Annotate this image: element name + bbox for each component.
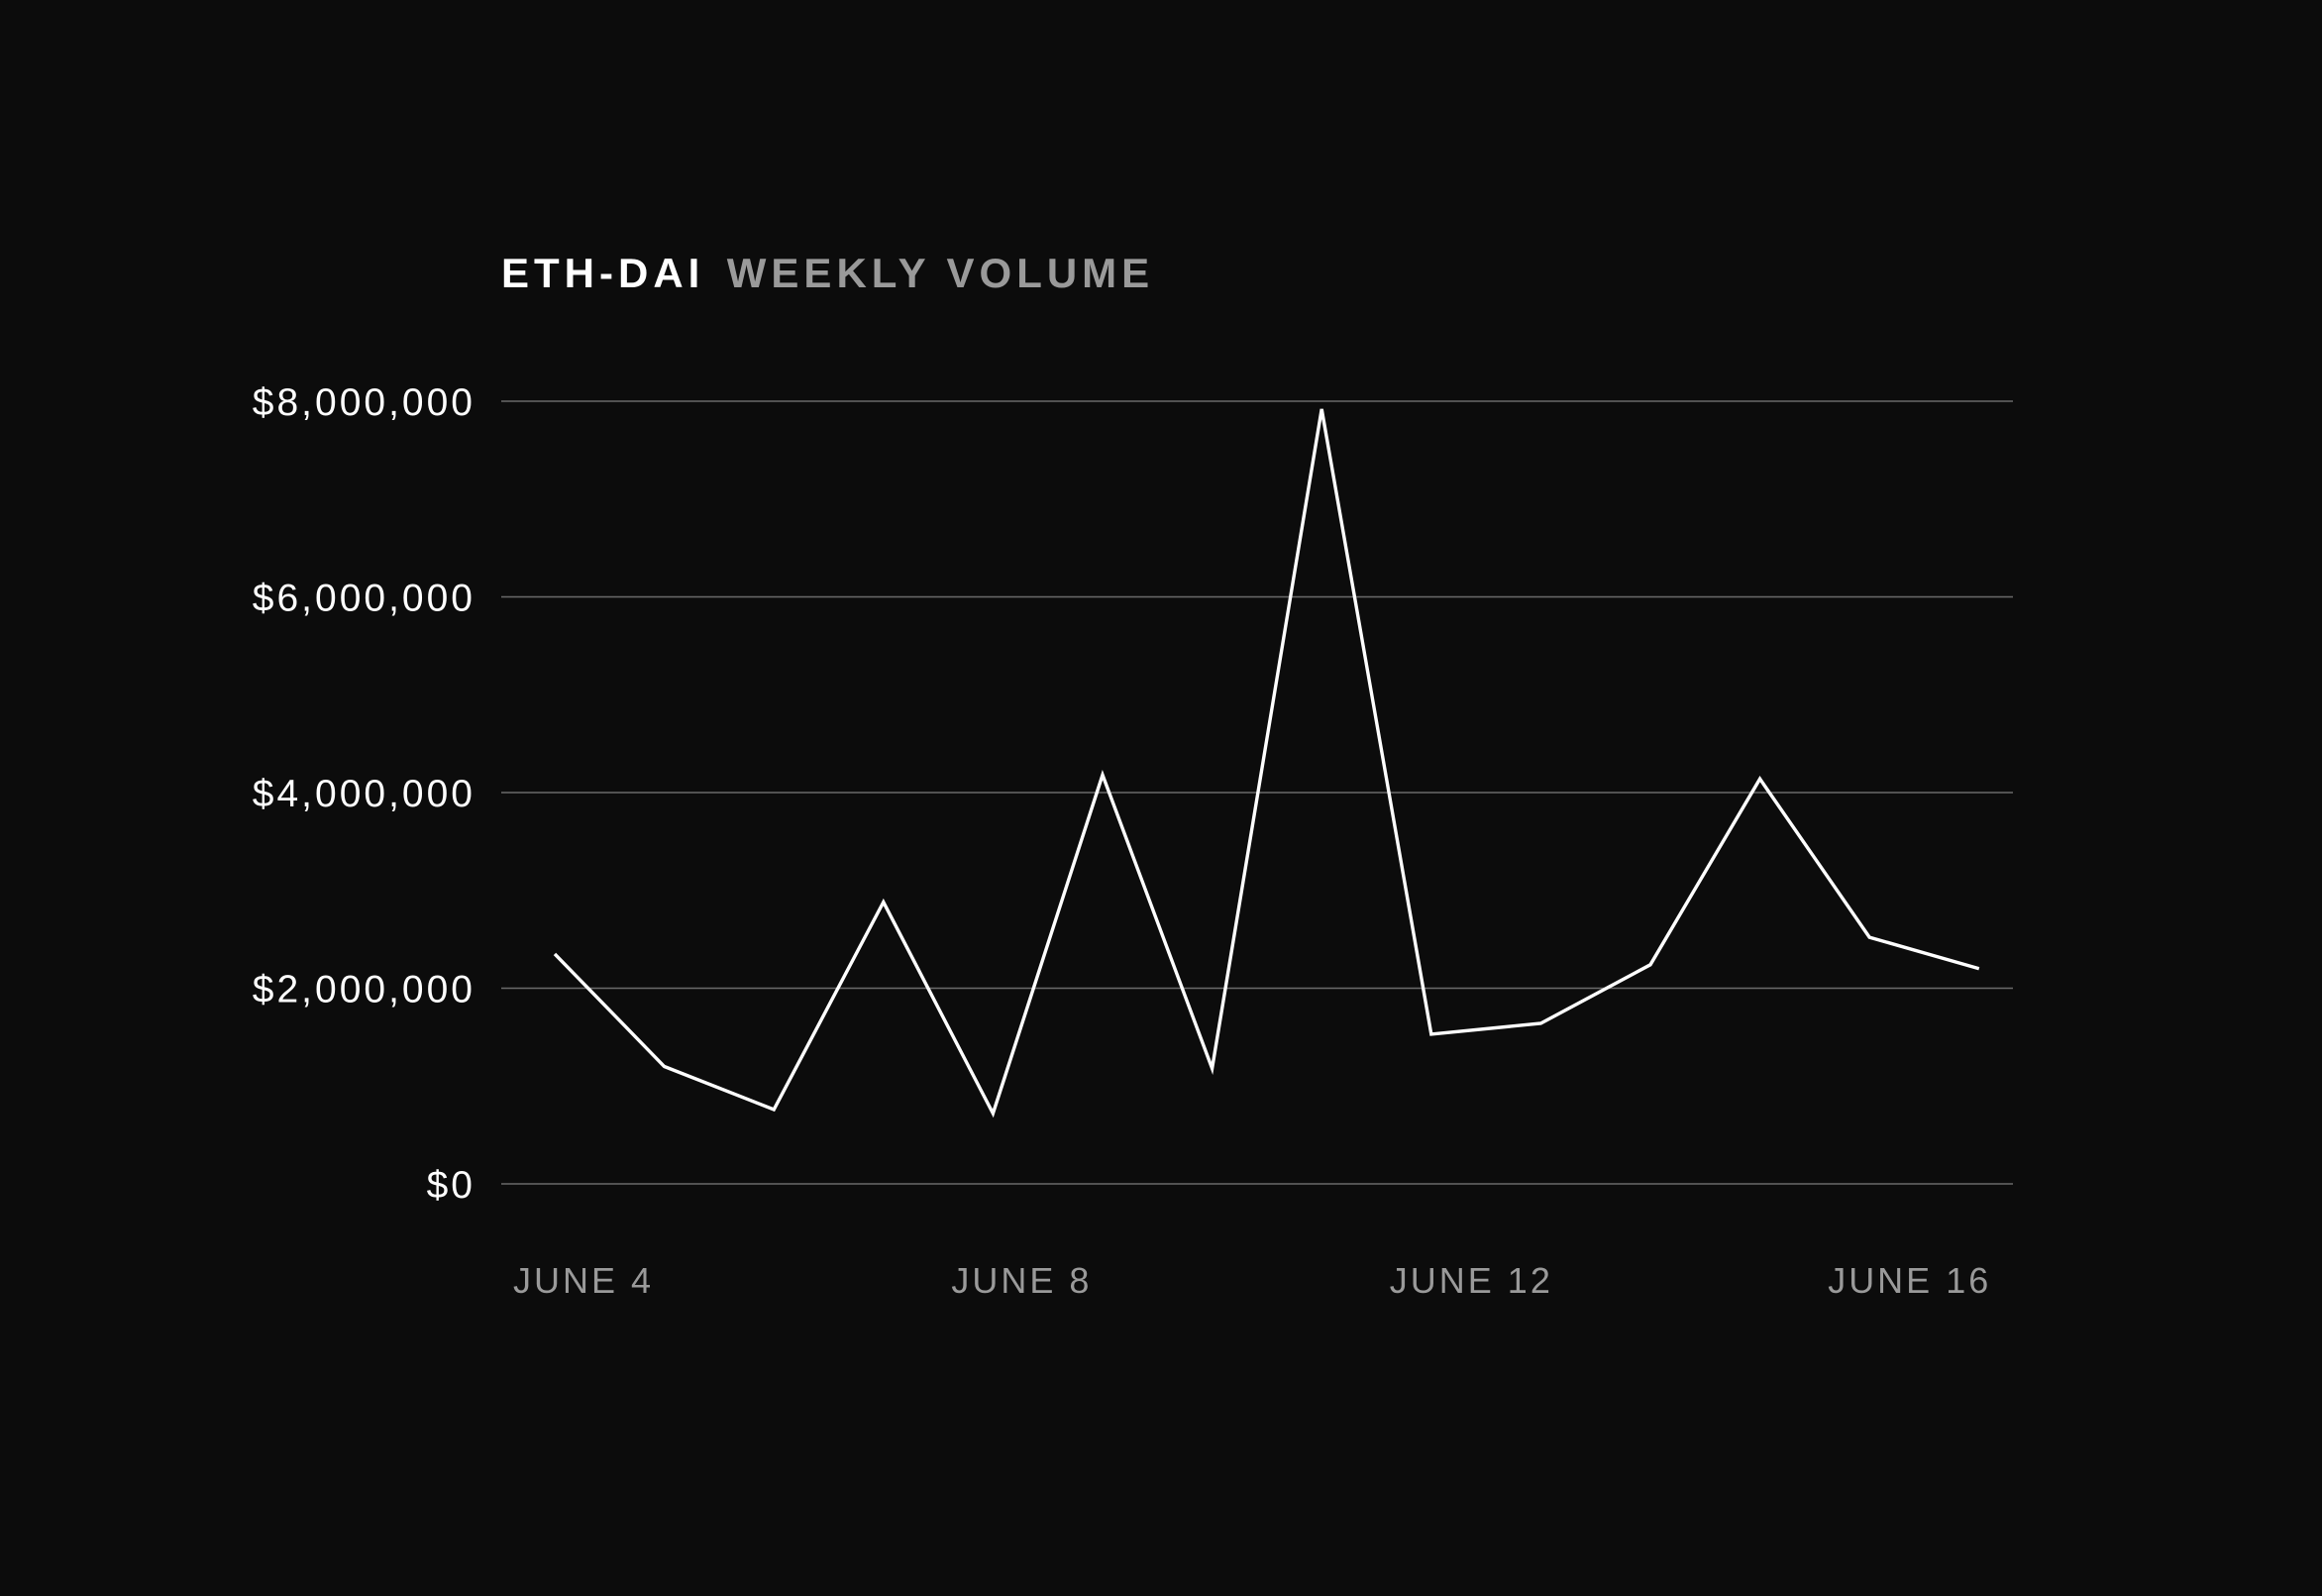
y-tick-label: $0 [427,1164,475,1207]
y-axis-tick-labels: $8,000,000 $6,000,000 $4,000,000 $2,000,000… [253,381,475,1207]
y-tick-label: $4,000,000 [253,773,475,815]
x-tick-label: JUNE 12 [1390,1260,1553,1301]
chart-title: ETH-DAI WEEKLY VOLUME [501,250,1154,296]
series-line [555,409,1979,1114]
x-tick-label: JUNE 16 [1828,1260,1991,1301]
chart-title-main: ETH-DAI [501,250,704,296]
chart-title-subtitle: WEEKLY VOLUME [727,250,1154,296]
x-tick-label: JUNE 8 [951,1260,1092,1301]
y-tick-label: $8,000,000 [253,381,475,424]
series-layer [555,409,1979,1114]
x-axis-tick-labels: JUNE 4 JUNE 8 JUNE 12 JUNE 16 [513,1260,1991,1301]
y-tick-label: $6,000,000 [253,578,475,620]
x-tick-label: JUNE 4 [513,1260,654,1301]
y-tick-label: $2,000,000 [253,969,475,1011]
